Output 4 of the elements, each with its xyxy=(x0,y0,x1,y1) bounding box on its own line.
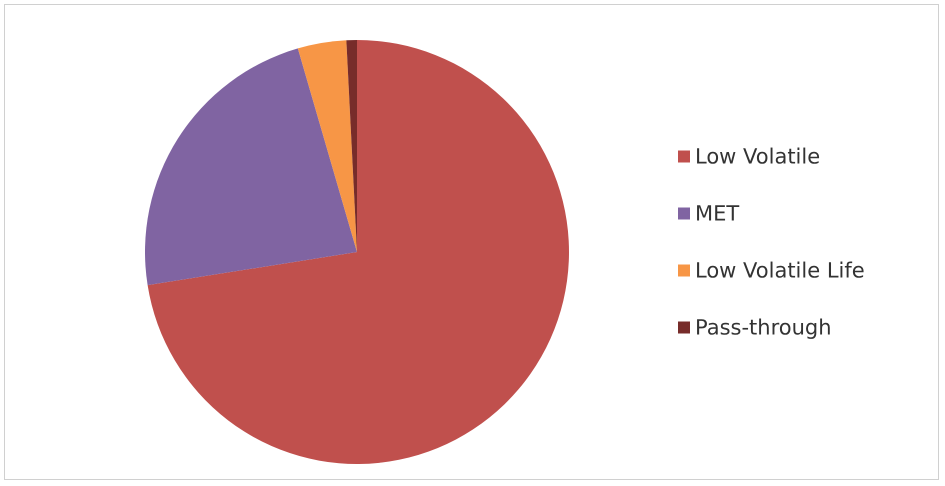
legend-label: MET xyxy=(695,202,740,226)
legend-label: Pass-through xyxy=(695,316,832,340)
legend-label: Low Volatile Life xyxy=(695,258,865,282)
legend-label: Low Volatile xyxy=(695,144,820,168)
